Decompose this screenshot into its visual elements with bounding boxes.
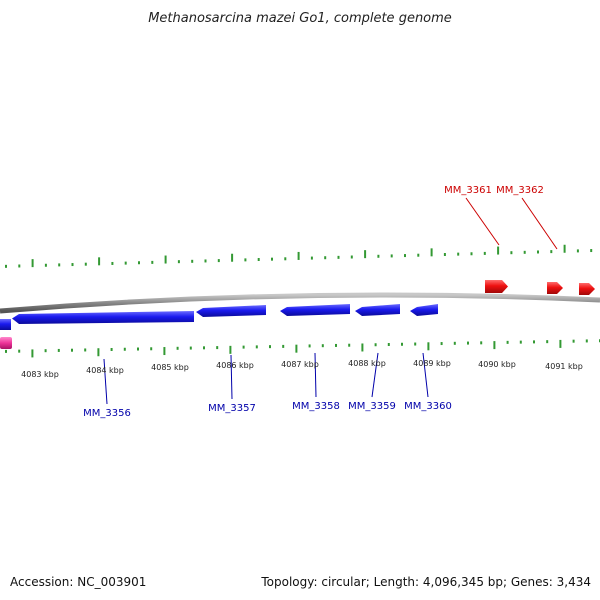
gene-label: MM_3358 <box>292 401 340 412</box>
pink-feature <box>0 337 12 349</box>
forward-gene-arrow <box>579 283 595 295</box>
gene-labels: MM_3361 MM_3362 MM_3356 MM_3357 MM_3358 MM_33… <box>83 185 558 419</box>
reverse-gene-arrow <box>280 304 350 316</box>
reverse-gene-arrow <box>12 311 194 324</box>
reverse-strand-genes <box>0 304 438 349</box>
gene-label: MM_3362 <box>496 185 544 196</box>
tick-label: 4091 kbp <box>545 362 583 371</box>
gene-leader-line <box>371 352 379 398</box>
tick-label: 4090 kbp <box>478 360 516 369</box>
tick-label: 4085 kbp <box>151 363 189 372</box>
gene-leader-line <box>465 197 500 246</box>
forward-gene-arrow <box>547 282 563 294</box>
genome-backbone <box>0 292 600 314</box>
tick-label: 4087 kbp <box>281 360 319 369</box>
summary-text: Topology: circular; Length: 4,096,345 bp… <box>260 575 591 589</box>
reverse-gene-arrow <box>355 304 400 316</box>
gene-label: MM_3361 <box>444 185 492 196</box>
tick-label: 4088 kbp <box>348 359 386 368</box>
reverse-gene-arrow <box>196 305 266 317</box>
forward-strand-genes <box>485 280 595 295</box>
gene-label: MM_3359 <box>348 401 396 412</box>
accession-text: Accession: NC_003901 <box>10 575 146 589</box>
forward-tick-track <box>5 244 593 268</box>
gene-leader-line <box>314 352 317 398</box>
gene-leader-line <box>230 354 233 400</box>
gene-leader-line <box>521 197 558 250</box>
gene-leader-line <box>103 358 108 405</box>
map-title: Methanosarcina mazei Go1, complete genom… <box>148 11 452 26</box>
tick-label: 4086 kbp <box>216 361 254 370</box>
reverse-gene-arrow <box>410 304 438 316</box>
reverse-tick-track <box>5 339 600 358</box>
gene-label: MM_3356 <box>83 408 131 419</box>
gene-label: MM_3360 <box>404 401 452 412</box>
tick-label: 4083 kbp <box>21 370 59 379</box>
tick-label: 4089 kbp <box>413 359 451 368</box>
gene-label: MM_3357 <box>208 403 256 414</box>
gene-leader-line <box>422 352 429 398</box>
forward-gene-arrow <box>485 280 508 293</box>
reverse-gene-fragment <box>0 319 11 330</box>
tick-labels: 4083 kbp 4084 kbp 4085 kbp 4086 kbp 4087 kbp… <box>21 359 583 379</box>
tick-label: 4084 kbp <box>86 366 124 375</box>
